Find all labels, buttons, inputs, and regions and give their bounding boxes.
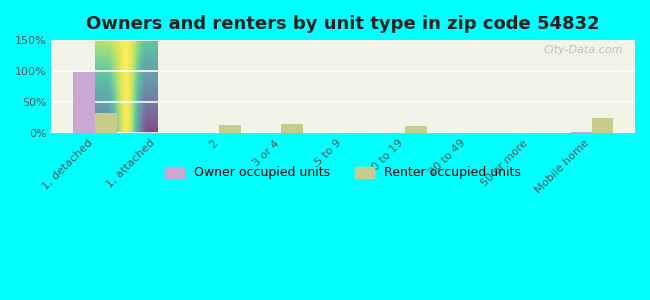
Bar <box>406 126 427 133</box>
Bar <box>95 113 116 133</box>
Title: Owners and renters by unit type in zip code 54832: Owners and renters by unit type in zip c… <box>86 15 600 33</box>
Legend: Owner occupied units, Renter occupied units: Owner occupied units, Renter occupied un… <box>161 161 526 184</box>
Bar <box>592 118 613 133</box>
Bar <box>73 72 95 133</box>
Bar <box>219 125 240 133</box>
Bar <box>570 132 592 133</box>
Text: City-Data.com: City-Data.com <box>544 45 623 55</box>
Bar <box>281 124 303 133</box>
